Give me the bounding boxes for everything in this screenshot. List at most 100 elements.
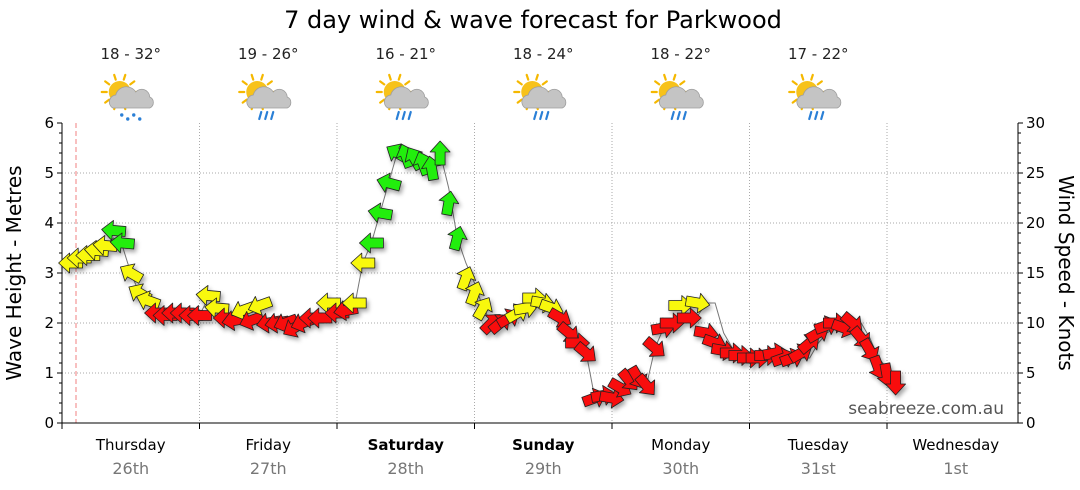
right-axis-label: Wind Speed - Knots [1054,175,1078,371]
rain-streak [401,110,406,121]
rain-drop [132,113,136,117]
rain-drop [138,117,142,121]
sun-ray [791,98,798,104]
rain-streak [539,110,544,121]
left-tick-label: 6 [44,114,54,132]
right-tick-label: 0 [1026,414,1036,432]
wind-arrow [465,281,485,307]
day-name-label: Saturday [368,436,445,454]
grid [62,123,1018,423]
sun-ray [541,80,548,86]
day-name-label: Thursday [95,436,166,454]
wind-arrow [350,252,376,274]
cloud-shape [108,86,154,109]
wind-arrow [109,232,135,254]
rain-streak [820,110,825,121]
sun-ray [800,73,805,81]
day-name-label: Tuesday [787,436,849,454]
sun-ray [241,98,248,104]
right-tick-label: 30 [1026,114,1045,132]
sun-cloud-rain-icon [650,73,704,121]
day-temperature-range: 18 - 24° [513,45,574,63]
sun-ray [129,80,136,86]
sun-ray [241,80,248,86]
brand-watermark: seabreeze.com.au [848,399,1004,419]
left-tick-label: 3 [44,264,54,282]
sun-ray [791,80,798,86]
rain-streak [258,110,263,121]
wind-arrow [429,140,451,166]
day-temperature-range: 18 - 32° [100,45,161,63]
cloud-shape [796,86,842,109]
right-tick-label: 10 [1026,314,1045,332]
wind-arrow [556,321,579,342]
day-name-label: Monday [651,436,710,454]
sun-ray [379,98,386,104]
sun-ray [516,98,523,104]
sun-ray [654,80,661,86]
rain-streak [270,110,275,121]
sun-ray [816,80,823,86]
sun-ray [810,73,814,81]
left-axis-label: Wave Height - Metres [2,165,26,380]
sun-ray [266,80,273,86]
day-name-label: Sunday [512,436,575,454]
right-tick-label: 20 [1026,214,1045,232]
wind-arrow [642,336,665,357]
sun-cloud-rain-icon [238,73,292,121]
wind-arrow [367,202,394,224]
day-temperature-range: 18 - 22° [650,45,711,63]
left-tick-label: 0 [44,414,54,432]
wind-arrow [456,266,477,292]
wind-arrow [472,297,493,322]
wind-arrow [358,232,384,254]
day-name-label: Friday [246,436,292,454]
rain-streak [395,110,400,121]
sun-ray [379,80,386,86]
left-tick-label: 2 [44,314,54,332]
sun-ray [654,98,661,104]
day-date-label: 29th [525,459,562,478]
sun-ray [404,80,411,86]
rain-streak [814,110,819,121]
wind-arrow [885,370,906,396]
wind-arrow [547,307,572,328]
wind-arrow [239,311,265,331]
sun-ray [104,98,111,104]
day-date-label: 30th [662,459,699,478]
wind-arrow [684,292,711,314]
rain-streak [264,110,269,121]
sun-ray [679,80,686,86]
cloud-shape [658,86,704,109]
day-date-label: 27th [250,459,287,478]
day-temperature-range: 16 - 21° [375,45,436,63]
wind-arrow [573,341,596,362]
day-date-label: 31st [801,459,836,478]
sun-ray [113,73,117,81]
sun-ray [672,73,677,81]
rain-streak [676,110,681,121]
daily-weather-row: 18 - 32° 19 - 26° 16 - 21° 18 - 24° 18 - 22°… [100,45,849,121]
sun-ray [122,73,127,81]
day-temperature-range: 17 - 22° [788,45,849,63]
wind-arrow [376,172,402,193]
axes: 0 1 2 3 4 5 6 0 5 10 15 20 25 30 [44,114,1045,432]
day-name-label: Wednesday [912,436,999,454]
wind-arrow [447,226,468,252]
sun-cloud-showers-icon [100,73,154,121]
wind-arrow [248,296,274,316]
chart-title: 7 day wind & wave forecast for Parkwood [284,6,782,34]
rain-drop [120,113,124,117]
sun-ray [663,73,667,81]
cloud-shape [521,86,567,109]
cloud-shape [383,86,429,109]
sun-ray [397,73,402,81]
wind-arrow [438,190,460,217]
sun-ray [104,80,111,86]
wind-arrows [58,140,906,409]
rain-streak [545,110,550,121]
sun-ray [260,73,264,81]
right-tick-label: 15 [1026,264,1045,282]
day-date-label: 28th [387,459,424,478]
